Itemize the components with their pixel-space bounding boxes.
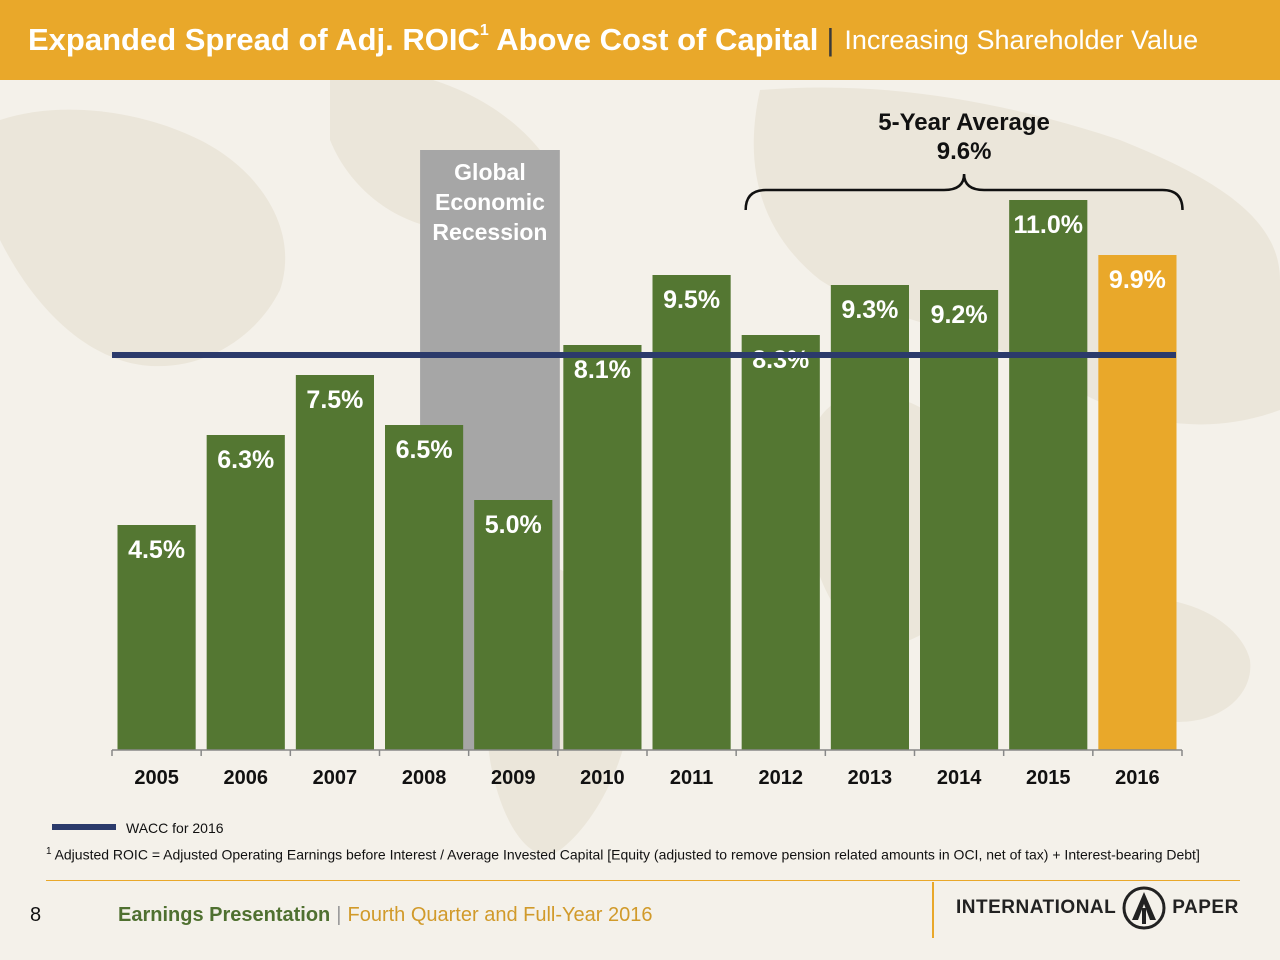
data-label-2011: 9.5% [663,286,720,314]
bar-2015 [1009,200,1088,750]
x-tick-label-2016: 2016 [1115,767,1160,789]
x-tick-label-2012: 2012 [759,767,804,789]
footer-caption: Earnings Presentation | Fourth Quarter and… [118,904,652,927]
data-label-2015: 11.0% [1013,211,1083,239]
data-label-2009: 5.0% [485,511,542,539]
logo-divider [932,882,934,938]
data-label-2016: 9.9% [1109,266,1166,294]
x-tick-label-2005: 2005 [134,767,179,789]
bar-2009 [474,500,553,750]
data-label-2006: 6.3% [217,446,274,474]
footer-title: Earnings Presentation [118,904,331,926]
x-tick-label-2008: 2008 [402,767,447,789]
company-logo: INTERNATIONAL PAPER [956,886,1239,930]
title-separator: | [826,22,835,57]
logo-tree-icon [1122,886,1166,930]
x-tick-label-2011: 2011 [670,767,713,789]
data-label-2014: 9.2% [931,301,988,329]
bar-2014 [920,290,999,750]
data-label-2007: 7.5% [306,386,363,414]
data-label-2012: 8.3% [752,346,809,374]
bar-2006 [206,435,285,750]
logo-word-left: INTERNATIONAL [956,897,1117,918]
recession-label-line: Economic [435,189,545,215]
bar-2005 [117,525,196,750]
bar-2010 [563,345,642,750]
footer-divider [46,880,1240,881]
five-year-brace [744,173,1184,211]
data-label-2010: 8.1% [574,356,631,384]
data-label-2013: 9.3% [841,296,898,324]
bar-2011 [652,275,731,750]
wacc-legend-label: WACC for 2016 [126,820,224,836]
roic-bar-chart: Global Economic Recession 4.5% 6.3% 7.5% 6.5% 5… [111,109,1184,789]
footnote: 1 Adjusted ROIC = Adjusted Operating Earn… [46,842,1226,865]
data-label-2008: 6.5% [396,436,453,464]
footnote-marker: 1 [46,846,52,857]
x-tick-label-2014: 2014 [937,767,982,789]
slide-subtitle: Increasing Shareholder Value [844,24,1199,55]
brace-title: 5-Year Average [878,109,1050,136]
x-tick-label-2010: 2010 [580,767,625,789]
brace-average-value: 9.6% [937,138,992,165]
x-tick-label-2015: 2015 [1026,767,1071,789]
title-bar: Expanded Spread of Adj. ROIC1 Above Cost… [0,0,1280,80]
recession-label-line: Recession [432,219,547,245]
footer-subtitle: Fourth Quarter and Full-Year 2016 [347,904,653,926]
page-number: 8 [30,904,42,926]
wacc-legend-swatch [52,824,116,830]
recession-label-line: Global [454,159,526,185]
slide-title: Expanded Spread of Adj. ROIC1 Above Cost… [28,21,819,57]
bar-2013 [830,285,909,750]
footer-separator: | [336,904,342,926]
x-tick-label-2009: 2009 [491,767,536,789]
bar-2007 [295,375,374,750]
data-label-2005: 4.5% [128,536,185,564]
x-tick-label-2013: 2013 [848,767,893,789]
x-tick-label-2006: 2006 [224,767,269,789]
bar-2008 [385,425,464,750]
logo-word-right: PAPER [1172,897,1239,918]
bar-2016 [1098,255,1177,750]
bar-2012 [741,335,820,750]
footnote-text: Adjusted ROIC = Adjusted Operating Earni… [54,846,1200,863]
x-tick-label-2007: 2007 [313,767,358,789]
